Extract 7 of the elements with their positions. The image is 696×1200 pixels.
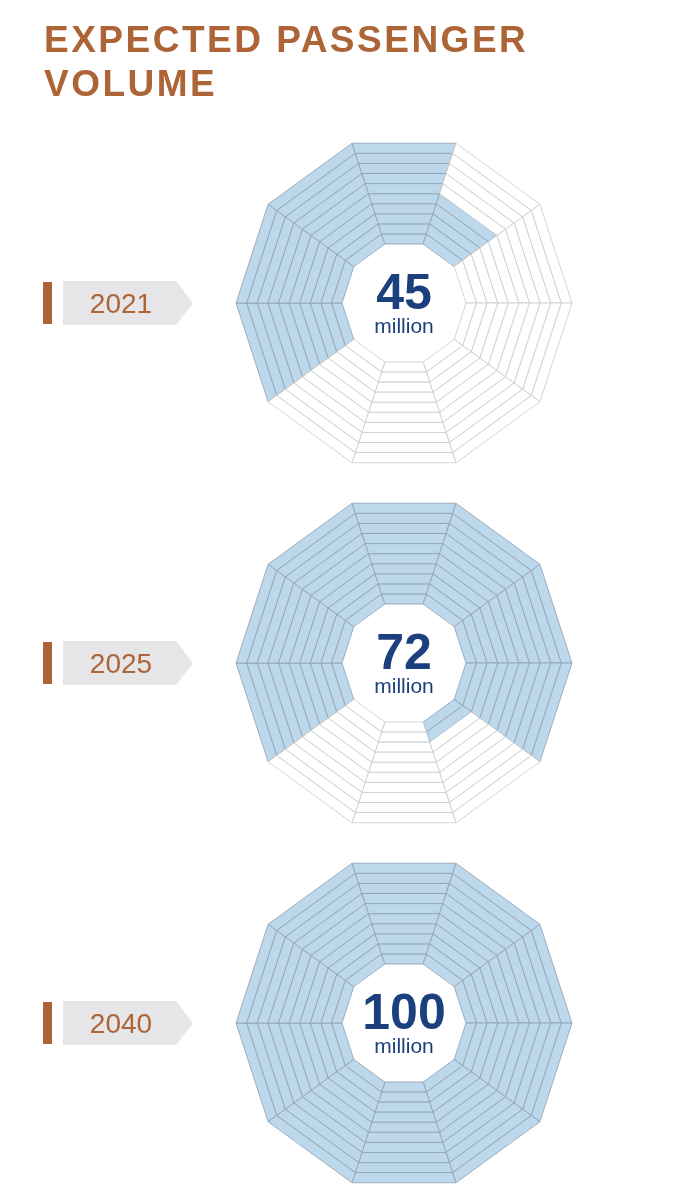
- text: million: [374, 674, 434, 697]
- text: million: [374, 314, 434, 337]
- category-label: 2040: [89, 1008, 153, 1039]
- category-label: 2021: [89, 288, 153, 319]
- text: EXPECTED PASSENGER VOLUME: [44, 19, 529, 104]
- text: million: [374, 1034, 434, 1057]
- category-label: 2025: [89, 648, 153, 679]
